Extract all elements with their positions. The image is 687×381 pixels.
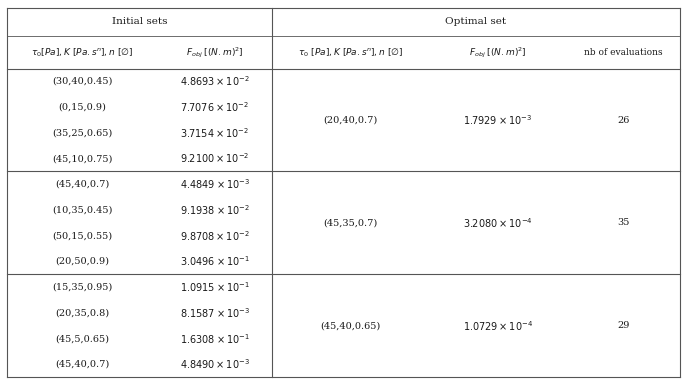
Text: (35,25,0.65): (35,25,0.65) — [52, 128, 113, 138]
Text: $4.4849 \times 10^{-3}$: $4.4849 \times 10^{-3}$ — [180, 178, 250, 191]
Text: $F_{obj}\ [(N.m)^2]$: $F_{obj}\ [(N.m)^2]$ — [469, 45, 527, 60]
Text: (45,40,0.65): (45,40,0.65) — [321, 321, 381, 330]
Text: $F_{obj}\ [(N.m)^2]$: $F_{obj}\ [(N.m)^2]$ — [186, 45, 244, 60]
Text: $4.8490 \times 10^{-3}$: $4.8490 \times 10^{-3}$ — [180, 357, 249, 371]
Text: $9.2100 \times 10^{-2}$: $9.2100 \times 10^{-2}$ — [180, 152, 249, 165]
Text: (45,40,0.7): (45,40,0.7) — [55, 180, 109, 189]
Text: $\tau_0[Pa],K\ [Pa.s^n],n\ [\varnothing]$: $\tau_0[Pa],K\ [Pa.s^n],n\ [\varnothing]… — [31, 46, 133, 59]
Text: (20,40,0.7): (20,40,0.7) — [324, 115, 378, 125]
Text: $4.8693 \times 10^{-2}$: $4.8693 \times 10^{-2}$ — [180, 75, 249, 88]
Text: (15,35,0.95): (15,35,0.95) — [52, 283, 113, 292]
Text: Initial sets: Initial sets — [111, 18, 167, 26]
Text: (45,40,0.7): (45,40,0.7) — [55, 360, 109, 369]
Text: Optimal set: Optimal set — [445, 18, 506, 26]
Text: (45,5,0.65): (45,5,0.65) — [55, 334, 109, 343]
Text: (0,15,0.9): (0,15,0.9) — [58, 102, 106, 112]
Text: $7.7076 \times 10^{-2}$: $7.7076 \times 10^{-2}$ — [180, 100, 249, 114]
Text: $1.7929 \times 10^{-3}$: $1.7929 \times 10^{-3}$ — [464, 113, 532, 127]
Text: nb of evaluations: nb of evaluations — [584, 48, 662, 57]
Text: 26: 26 — [617, 115, 629, 125]
Text: 35: 35 — [617, 218, 629, 227]
Text: $1.0915 \times 10^{-1}$: $1.0915 \times 10^{-1}$ — [180, 280, 249, 294]
Text: $3.7154 \times 10^{-2}$: $3.7154 \times 10^{-2}$ — [180, 126, 249, 140]
Text: (45,35,0.7): (45,35,0.7) — [324, 218, 378, 227]
Text: (10,35,0.45): (10,35,0.45) — [52, 205, 113, 215]
Text: $1.0729 \times 10^{-4}$: $1.0729 \times 10^{-4}$ — [463, 319, 533, 333]
Text: $9.8708 \times 10^{-2}$: $9.8708 \times 10^{-2}$ — [180, 229, 249, 243]
Text: $3.2080 \times 10^{-4}$: $3.2080 \times 10^{-4}$ — [463, 216, 533, 230]
Text: (20,50,0.9): (20,50,0.9) — [55, 257, 109, 266]
Text: $9.1938 \times 10^{-2}$: $9.1938 \times 10^{-2}$ — [180, 203, 249, 217]
Text: $3.0496 \times 10^{-1}$: $3.0496 \times 10^{-1}$ — [180, 255, 249, 268]
Text: (50,15,0.55): (50,15,0.55) — [52, 231, 113, 240]
Text: (45,10,0.75): (45,10,0.75) — [52, 154, 113, 163]
Text: $8.1587 \times 10^{-3}$: $8.1587 \times 10^{-3}$ — [180, 306, 250, 320]
Text: (20,35,0.8): (20,35,0.8) — [55, 308, 109, 317]
Text: $1.6308 \times 10^{-1}$: $1.6308 \times 10^{-1}$ — [180, 332, 249, 346]
Text: 29: 29 — [617, 321, 629, 330]
Text: (30,40,0.45): (30,40,0.45) — [52, 77, 113, 86]
Text: $\tau_0\ [Pa],K\ [Pa.s^n],n\ [\varnothing]$: $\tau_0\ [Pa],K\ [Pa.s^n],n\ [\varnothin… — [298, 46, 403, 59]
